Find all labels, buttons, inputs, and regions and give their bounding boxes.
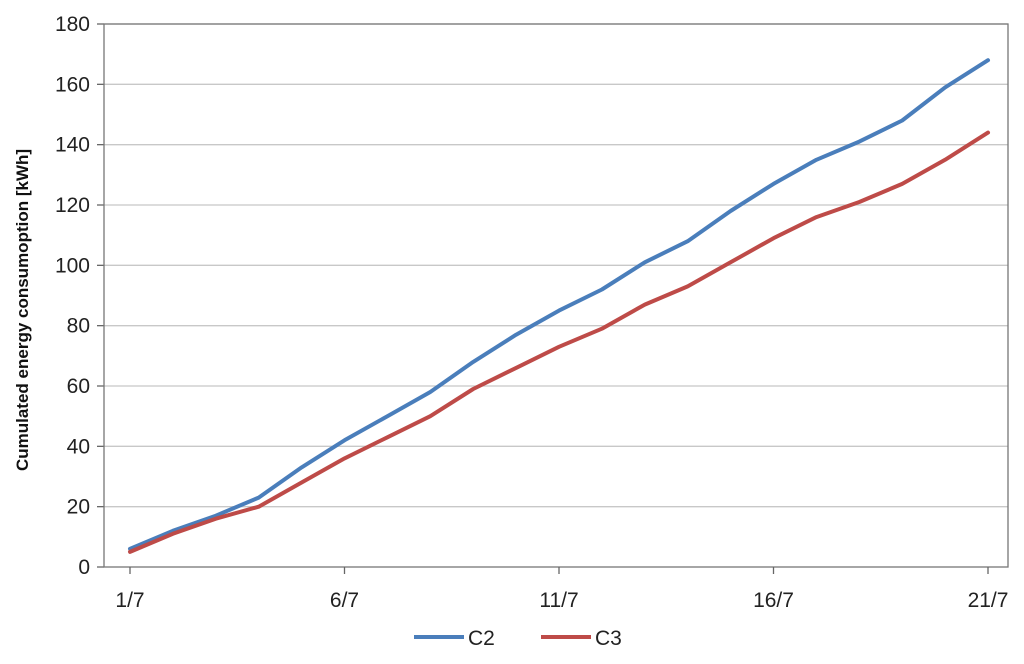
y-tick-label-140: 140 [55,134,90,157]
axes [97,23,1009,574]
series-lines [128,58,990,554]
y-tick-label-180: 180 [55,13,90,36]
legend-label-c3: C3 [595,627,622,650]
series-line-c3 [128,130,990,554]
y-tick-labels: 0 20 40 60 80 100 120 140 160 180 [55,13,90,579]
y-tick-label-80: 80 [67,315,90,338]
y-tick-label-120: 120 [55,194,90,217]
x-tick-label-16: 16/7 [753,589,794,612]
y-tick-label-0: 0 [78,556,90,579]
x-tick-label-6: 6/7 [330,589,359,612]
legend: C2 C3 [414,627,622,650]
plot-area [104,24,1008,567]
x-tick-label-21: 21/7 [968,589,1009,612]
plot-border [103,23,1009,568]
y-tick-label-20: 20 [67,496,90,519]
y-tick-label-40: 40 [67,435,90,458]
series-line-c2 [128,58,990,551]
y-tick-label-100: 100 [55,254,90,277]
y-tick-label-60: 60 [67,375,90,398]
legend-label-c2: C2 [468,627,495,650]
y-tick-label-160: 160 [55,73,90,96]
x-tick-label-1: 1/7 [115,589,144,612]
x-tick-label-11: 11/7 [539,589,578,612]
y-axis-label: Cumulated energy consumoption [kWh] [13,149,32,471]
x-tick-labels: 1/7 6/7 11/7 16/7 21/7 [115,589,1008,612]
